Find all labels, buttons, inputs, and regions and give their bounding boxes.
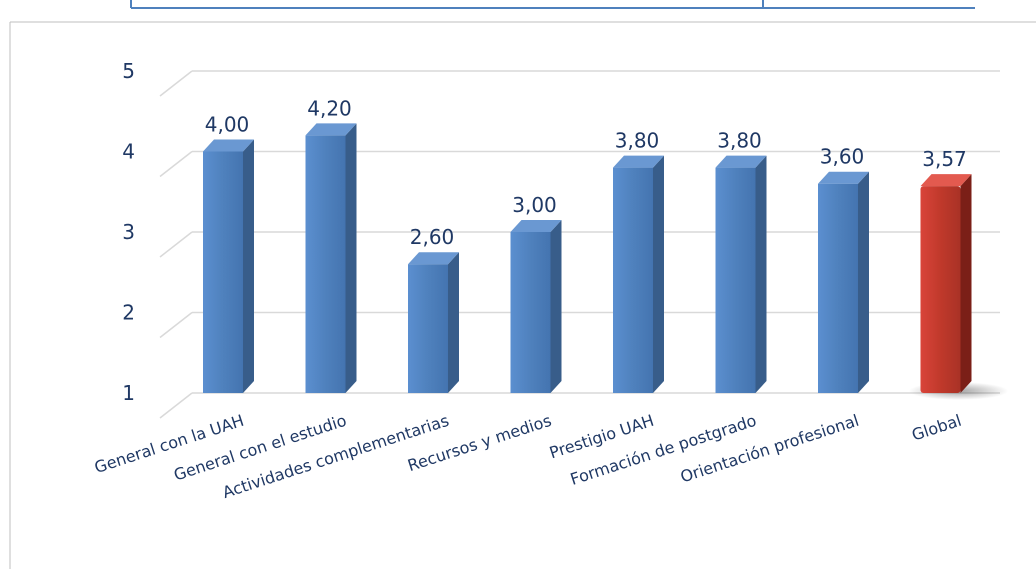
bar: [908, 174, 1009, 400]
data-label: 4,20: [307, 96, 352, 120]
bar: [818, 171, 869, 393]
category-label: Orientación profesional: [678, 411, 861, 487]
category-label: Global: [909, 411, 963, 445]
y-tick-label: 4: [122, 140, 135, 164]
frame: [9, 0, 1036, 569]
y-tick-label: 5: [122, 59, 135, 83]
bar: [203, 139, 254, 393]
bar: [305, 123, 357, 394]
gridline-depth-5: [159, 70, 193, 97]
data-label: 3,60: [820, 145, 865, 169]
data-label: 3,00: [512, 193, 557, 217]
y-tick-label: 2: [122, 301, 135, 325]
gridlines: [159, 70, 1000, 419]
bars: [203, 123, 1009, 400]
bar: [408, 252, 459, 393]
data-labels: 4,00 4,20 2,60 3,00 3,80 3,80 3,60 3,57: [205, 96, 967, 249]
bar: [613, 155, 664, 393]
data-label: 2,60: [410, 225, 455, 249]
data-label: 3,57: [922, 147, 967, 171]
bar: [715, 155, 767, 393]
gridline-depth-2: [159, 311, 193, 339]
category-label: Formación de postgrado: [568, 411, 759, 489]
bar: [510, 220, 562, 393]
y-tick-label: 1: [122, 381, 135, 405]
data-label: 4,00: [205, 113, 250, 137]
gridline-depth-4: [159, 150, 193, 178]
gridline-depth-1: [159, 392, 193, 419]
gridline-depth-3: [159, 231, 193, 258]
data-label: 3,80: [615, 129, 660, 153]
data-label: 3,80: [717, 129, 762, 153]
y-axis-ticks: 1 2 3 4 5: [122, 59, 135, 405]
y-tick-label: 3: [122, 220, 135, 244]
